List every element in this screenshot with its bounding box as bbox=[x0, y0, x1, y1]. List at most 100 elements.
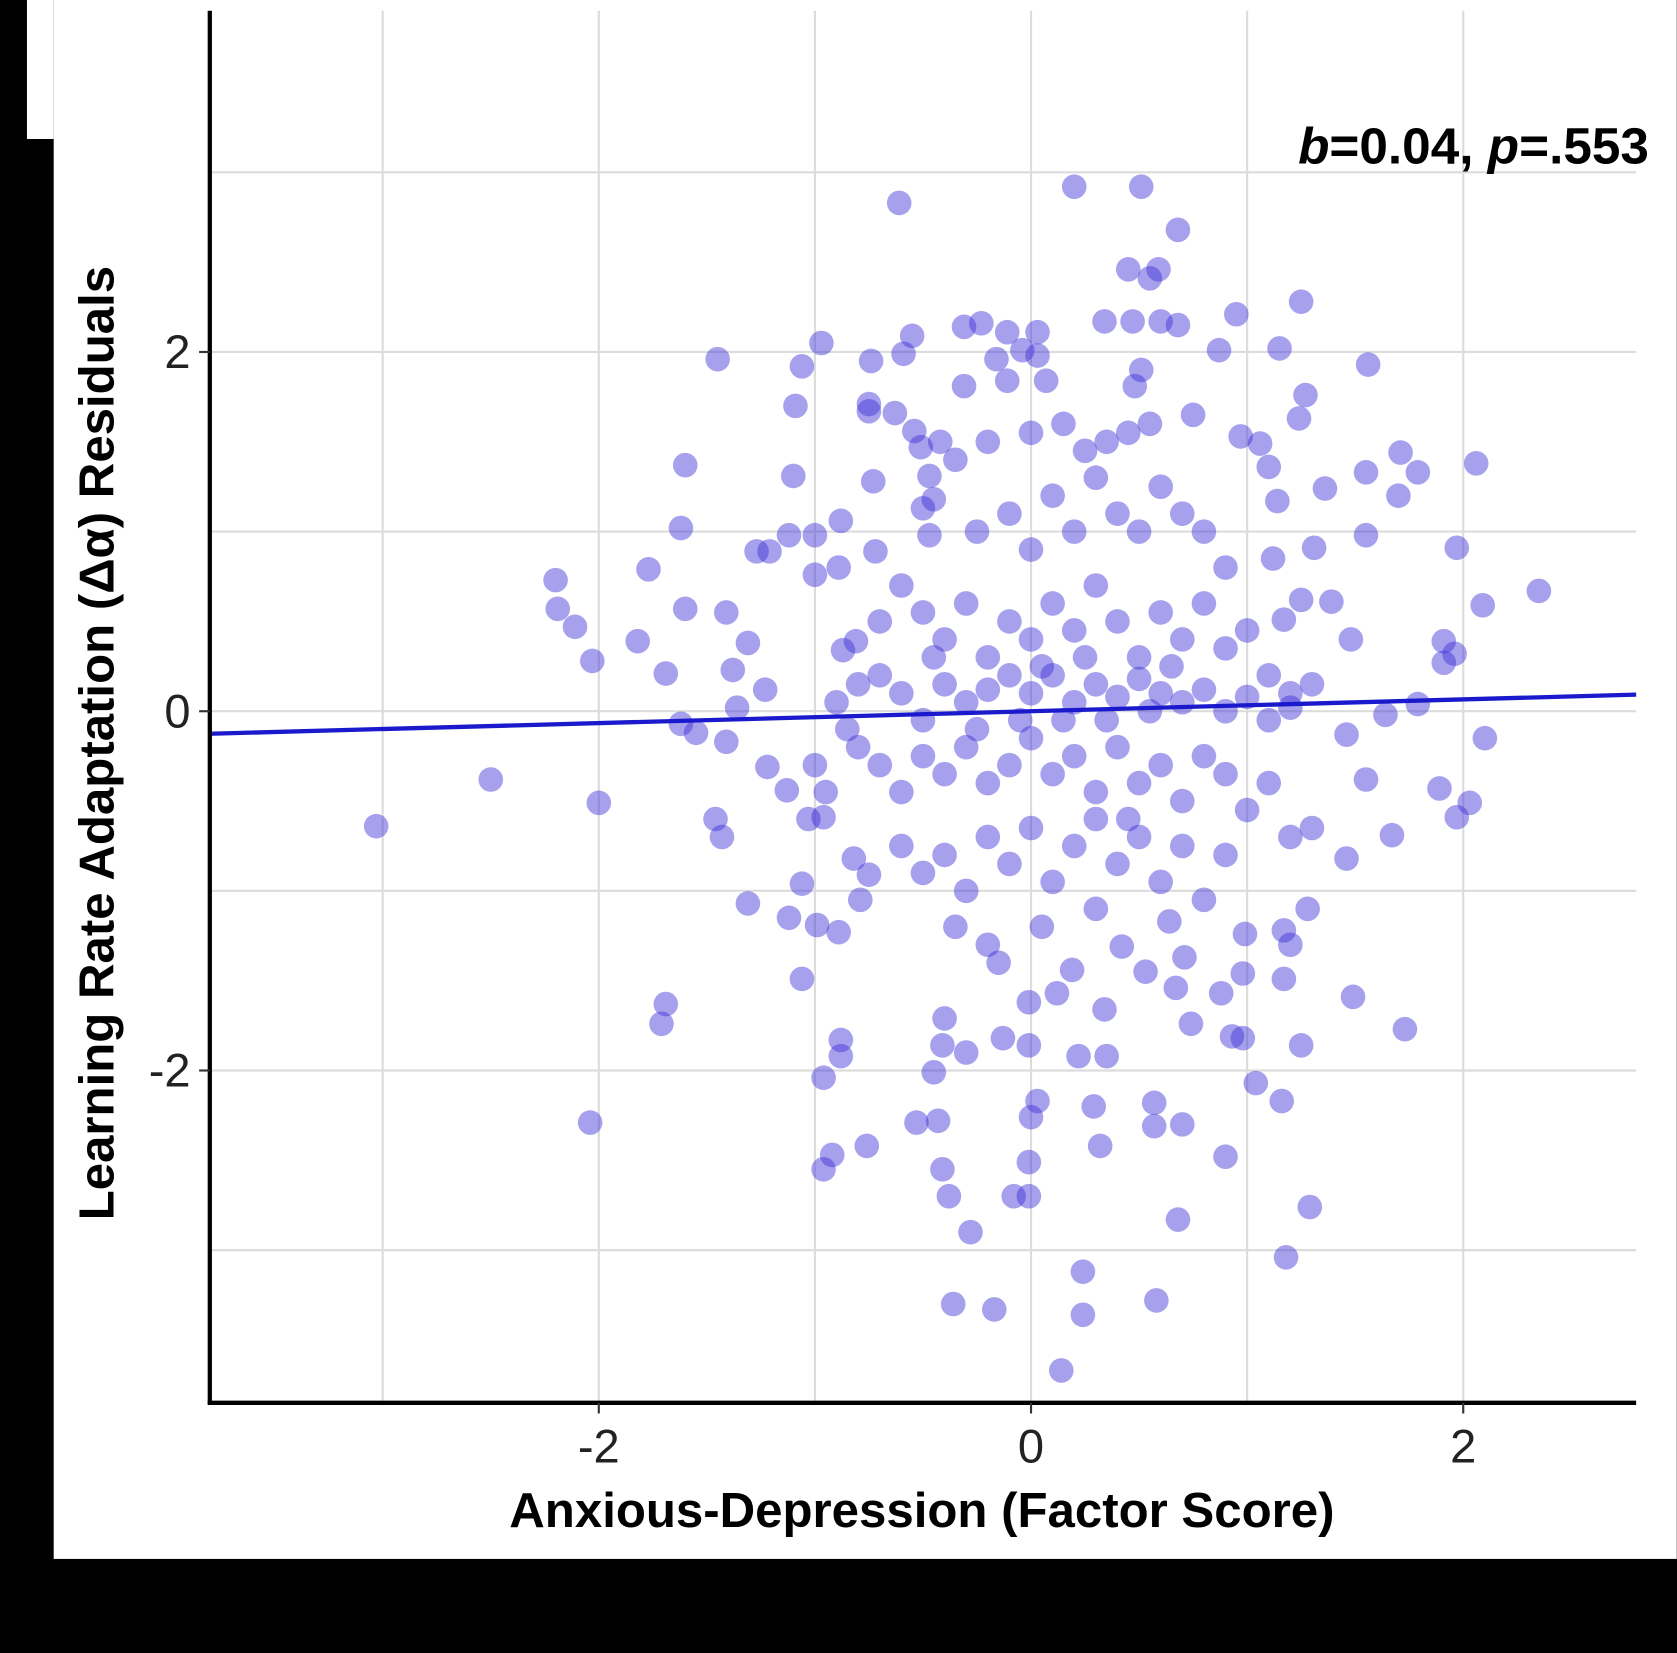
data-point bbox=[930, 1033, 955, 1058]
data-point bbox=[1061, 833, 1087, 859]
data-point bbox=[1463, 451, 1489, 476]
points bbox=[363, 174, 1552, 1383]
data-point bbox=[1472, 725, 1498, 751]
data-point bbox=[1295, 896, 1320, 922]
data-point bbox=[891, 341, 916, 367]
data-point bbox=[1115, 257, 1141, 282]
data-point bbox=[1288, 1033, 1314, 1058]
data-point bbox=[1170, 788, 1195, 814]
data-point bbox=[1213, 636, 1238, 661]
data-point bbox=[843, 628, 869, 654]
data-point bbox=[1297, 1194, 1323, 1220]
data-point bbox=[828, 1027, 854, 1053]
data-point bbox=[1388, 440, 1413, 465]
data-point bbox=[1191, 743, 1217, 769]
data-point bbox=[1126, 770, 1152, 796]
data-point bbox=[672, 452, 698, 478]
data-point bbox=[1137, 411, 1163, 437]
data-point bbox=[703, 806, 728, 832]
data-point bbox=[953, 734, 979, 760]
data-point bbox=[735, 891, 761, 916]
data-point bbox=[921, 486, 947, 512]
data-point bbox=[586, 790, 612, 816]
data-point bbox=[1148, 752, 1173, 778]
x-tick-label: 0 bbox=[1018, 1420, 1044, 1473]
data-point bbox=[1405, 691, 1431, 717]
data-point bbox=[1141, 1113, 1167, 1139]
data-point bbox=[984, 346, 1009, 372]
data-point bbox=[1271, 918, 1297, 943]
data-point bbox=[964, 519, 990, 544]
data-point bbox=[845, 671, 871, 697]
data-point bbox=[997, 663, 1022, 688]
data-point bbox=[1137, 698, 1163, 724]
data-point bbox=[830, 637, 856, 663]
data-point bbox=[1208, 980, 1234, 1006]
data-point bbox=[1083, 896, 1109, 922]
data-point bbox=[975, 932, 1001, 958]
x-tick-label: 2 bbox=[1450, 1420, 1476, 1473]
data-point bbox=[478, 767, 504, 792]
data-point bbox=[819, 1142, 845, 1168]
data-point bbox=[932, 1006, 957, 1031]
data-point bbox=[1061, 743, 1087, 769]
x-axis-label: Anxious-Depression (Factor Score) bbox=[509, 1483, 1334, 1538]
data-point bbox=[774, 777, 800, 803]
data-point bbox=[986, 950, 1011, 976]
data-point bbox=[886, 190, 912, 216]
data-point bbox=[1148, 474, 1173, 500]
data-point bbox=[1219, 1024, 1245, 1049]
data-point bbox=[958, 1219, 983, 1245]
data-point bbox=[1165, 1207, 1191, 1232]
data-point bbox=[1379, 822, 1405, 848]
data-point bbox=[1243, 1070, 1269, 1096]
y-tick-label: 0 bbox=[164, 684, 190, 737]
data-point bbox=[1083, 573, 1109, 598]
data-point bbox=[1018, 537, 1044, 562]
data-point bbox=[755, 754, 780, 780]
data-point bbox=[1170, 501, 1195, 526]
data-point bbox=[811, 804, 836, 830]
data-point bbox=[953, 591, 979, 616]
data-point bbox=[1126, 519, 1152, 544]
data-point bbox=[1051, 411, 1076, 437]
data-point bbox=[994, 319, 1020, 345]
data-point bbox=[1319, 589, 1344, 614]
data-point bbox=[1191, 677, 1217, 702]
data-point bbox=[1083, 671, 1109, 697]
data-point bbox=[858, 348, 884, 374]
data-point bbox=[1299, 671, 1325, 697]
data-point bbox=[1044, 980, 1070, 1006]
data-point bbox=[1018, 680, 1044, 706]
data-point bbox=[1018, 627, 1044, 652]
data-point bbox=[1040, 761, 1065, 787]
data-point bbox=[757, 539, 782, 564]
data-point bbox=[1148, 869, 1173, 895]
data-point bbox=[899, 323, 925, 349]
data-point bbox=[1265, 488, 1290, 514]
data-point bbox=[910, 743, 936, 769]
data-point bbox=[1072, 438, 1098, 464]
data-point bbox=[1072, 645, 1098, 670]
data-point bbox=[1256, 663, 1282, 688]
data-point bbox=[1470, 592, 1495, 618]
data-point bbox=[1256, 707, 1282, 733]
data-point bbox=[545, 596, 571, 622]
data-point bbox=[925, 1108, 951, 1134]
data-point bbox=[705, 346, 730, 372]
data-point bbox=[776, 522, 802, 548]
data-point bbox=[1278, 824, 1303, 850]
data-point bbox=[917, 463, 942, 489]
data-point bbox=[856, 862, 882, 887]
data-point bbox=[1105, 609, 1130, 634]
data-point bbox=[1115, 806, 1141, 832]
data-point bbox=[1165, 312, 1191, 338]
data-point bbox=[802, 752, 828, 778]
data-point bbox=[1431, 628, 1457, 654]
data-point bbox=[1141, 1090, 1167, 1116]
data-point bbox=[1213, 761, 1238, 787]
data-point bbox=[724, 695, 750, 720]
data-point bbox=[1213, 842, 1238, 868]
data-point bbox=[828, 1043, 854, 1069]
data-point bbox=[1126, 824, 1152, 850]
